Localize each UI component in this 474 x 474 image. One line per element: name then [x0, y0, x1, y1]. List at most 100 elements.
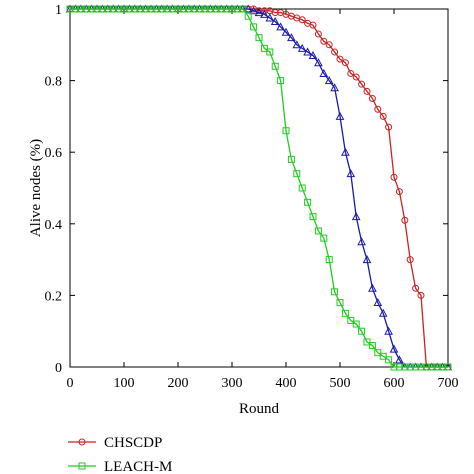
data-point-square	[412, 363, 420, 371]
data-point-square	[223, 5, 231, 13]
data-point-square	[109, 5, 117, 13]
data-point-circle	[78, 438, 86, 446]
series-2	[65, 4, 453, 371]
data-point-circle	[320, 37, 328, 45]
data-point-square	[395, 363, 403, 371]
y-tick-label: 0.2	[45, 289, 63, 304]
data-point-triangle	[260, 9, 269, 18]
data-point-triangle	[330, 83, 339, 92]
data-point-square	[120, 5, 128, 13]
data-point-square	[212, 5, 220, 13]
axis-tick-labels: 0 100 200 300 400 500 600 700 0 0.2 0.4 0.6 0.8 1	[45, 3, 459, 391]
data-point-triangle	[362, 255, 372, 264]
data-point-square	[390, 363, 398, 371]
data-point-square	[352, 320, 360, 328]
data-point-triangle	[265, 13, 275, 22]
data-point-triangle	[287, 33, 296, 42]
data-point-square	[422, 363, 430, 371]
data-point-square	[71, 5, 79, 13]
data-point-circle	[358, 80, 366, 88]
x-tick-label: 0	[67, 376, 74, 391]
data-point-square	[444, 363, 452, 371]
legend-label: LEACH-M	[104, 459, 172, 474]
data-point-square	[304, 198, 312, 206]
data-point-square	[277, 77, 285, 85]
data-point-square	[217, 5, 225, 13]
data-point-square	[88, 5, 96, 13]
data-point-square	[196, 5, 204, 13]
data-point-square	[347, 316, 355, 324]
data-point-square	[314, 227, 322, 235]
data-point-triangle	[389, 344, 399, 353]
data-point-square	[428, 363, 436, 371]
data-point-circle	[363, 87, 371, 95]
data-point-square	[406, 363, 414, 371]
x-tick-label: 400	[276, 376, 297, 391]
data-point-triangle	[303, 47, 312, 56]
data-point-circle	[309, 21, 317, 29]
data-point-circle	[412, 284, 420, 292]
data-point-square	[78, 462, 86, 470]
data-point-square	[206, 5, 214, 13]
data-point-triangle	[243, 4, 253, 13]
x-axis-title: Round	[239, 401, 280, 417]
data-point-square	[255, 34, 263, 42]
data-point-square	[298, 184, 306, 192]
data-point-square	[142, 5, 150, 13]
data-point-square	[309, 213, 317, 221]
data-point-triangle	[346, 169, 356, 178]
data-point-square	[293, 170, 301, 178]
data-point-triangle	[308, 50, 318, 60]
series-line	[70, 8, 448, 368]
data-point-square	[385, 356, 393, 364]
y-tick-label: 0.4	[45, 218, 63, 233]
data-point-square	[163, 5, 171, 13]
data-point-square	[439, 363, 447, 371]
data-point-triangle	[335, 111, 345, 120]
data-point-square	[201, 5, 209, 13]
data-point-square	[374, 349, 382, 357]
data-point-square	[136, 5, 144, 13]
data-point-square	[331, 288, 339, 296]
data-point-square	[190, 5, 198, 13]
data-point-circle	[395, 188, 403, 196]
series-line	[70, 8, 448, 368]
data-point-square	[287, 155, 295, 163]
data-point-square	[82, 5, 90, 13]
data-point-square	[282, 127, 290, 135]
data-point-circle	[390, 173, 398, 181]
data-point-triangle	[341, 147, 350, 156]
data-point-circle	[374, 105, 382, 113]
data-point-square	[363, 338, 371, 346]
plot-frame	[69, 8, 449, 368]
data-point-square	[271, 62, 279, 70]
data-point-square	[228, 5, 236, 13]
data-point-triangle	[351, 212, 361, 221]
data-point-square	[147, 5, 155, 13]
data-point-square	[336, 299, 344, 307]
data-point-square	[93, 5, 101, 13]
data-point-square	[158, 5, 166, 13]
data-point-square	[433, 363, 441, 371]
legend-item: CHSCDP	[68, 435, 162, 451]
data-point-triangle	[384, 326, 393, 335]
data-point-square	[379, 352, 387, 360]
data-point-square	[250, 23, 258, 31]
x-tick-label: 200	[168, 376, 189, 391]
data-point-square	[115, 5, 123, 13]
data-point-circle	[341, 59, 349, 67]
data-point-circle	[298, 16, 306, 24]
series-1	[66, 5, 452, 371]
data-point-triangle	[297, 43, 307, 52]
series-3	[66, 5, 452, 371]
data-point-square	[66, 5, 74, 13]
data-point-square	[169, 5, 177, 13]
data-point-circle	[385, 123, 393, 131]
data-point-circle	[417, 291, 425, 299]
axis-ticks	[69, 8, 449, 368]
data-point-square	[341, 309, 349, 317]
legend-item: LEACH-M	[68, 459, 172, 474]
data-point-square	[244, 12, 252, 20]
y-tick-label: 0	[55, 361, 62, 376]
